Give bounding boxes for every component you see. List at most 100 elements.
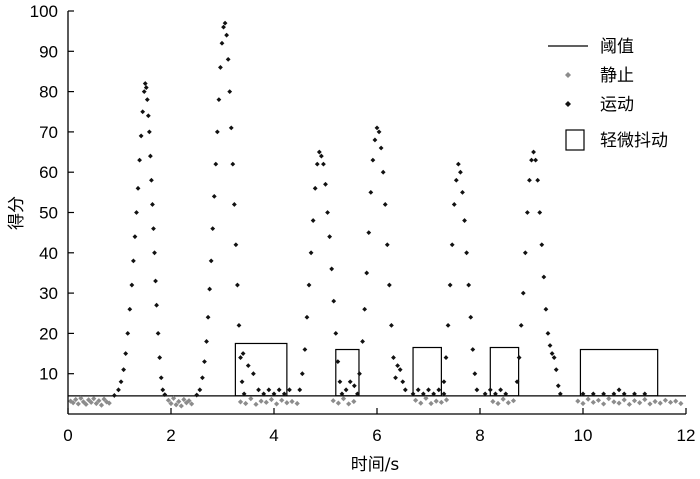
motion-point <box>325 210 330 215</box>
static-point <box>642 396 648 403</box>
static-point <box>78 395 84 401</box>
motion-point <box>555 383 561 389</box>
motion-point <box>153 278 158 284</box>
static-point <box>575 398 581 404</box>
motion-point <box>134 210 139 215</box>
motion-point <box>487 387 493 393</box>
y-ticks: 10 20 30 40 50 60 70 80 90 100 <box>30 2 74 384</box>
motion-point <box>231 202 237 207</box>
motion-point <box>498 387 503 393</box>
static-point <box>673 398 679 404</box>
motion-point <box>142 81 148 86</box>
motion-point <box>329 266 335 272</box>
static-series <box>67 395 684 409</box>
static-point <box>616 400 622 406</box>
motion-point <box>549 351 555 356</box>
static-point <box>580 400 586 407</box>
motion-point <box>306 282 312 288</box>
x-tick-label: 0 <box>63 426 72 445</box>
x-tick-label: 12 <box>677 426 696 445</box>
motion-point <box>144 97 150 103</box>
motion-point <box>318 153 324 159</box>
motion-point <box>321 161 326 167</box>
y-tick-label: 40 <box>39 244 58 263</box>
motion-point <box>312 185 318 191</box>
static-point <box>101 396 107 402</box>
motion-point <box>204 339 209 344</box>
motion-point <box>132 234 138 240</box>
motion-point <box>366 230 372 236</box>
motion-point <box>333 331 339 336</box>
y-axis-title: 得分 <box>7 196 27 230</box>
static-point <box>165 397 172 403</box>
motion-point <box>245 363 251 369</box>
y-tick-label: 60 <box>39 163 58 182</box>
motion-point <box>214 129 220 135</box>
motion-point <box>370 157 376 163</box>
motion-point <box>535 177 541 183</box>
motion-point <box>154 302 159 308</box>
static-point <box>237 399 244 405</box>
motion-point <box>162 392 168 398</box>
motion-point <box>460 189 465 195</box>
motion-point <box>343 387 349 393</box>
motion-point <box>227 89 233 94</box>
x-ticks: 0 2 4 6 8 10 12 <box>63 408 695 445</box>
static-point <box>667 399 674 405</box>
motion-point <box>551 355 557 360</box>
motion-point <box>143 85 149 90</box>
motion-point <box>547 343 553 348</box>
motion-point <box>276 387 282 393</box>
motion-point <box>368 189 374 195</box>
x-tick-label: 2 <box>166 426 175 445</box>
motion-point <box>148 153 153 159</box>
motion-point <box>127 306 133 312</box>
motion-point <box>441 379 447 385</box>
legend: 阈值 静止 运动 轻微抖动 <box>548 37 668 151</box>
motion-point <box>531 149 536 155</box>
motion-point <box>445 322 451 328</box>
motion-point <box>537 210 543 215</box>
motion-point <box>410 391 416 397</box>
motion-point <box>426 387 431 393</box>
static-point <box>273 401 280 407</box>
static-point <box>505 400 511 406</box>
motion-point <box>310 218 316 223</box>
motion-point <box>239 379 245 385</box>
motion-point <box>235 282 240 288</box>
motion-point <box>299 371 305 377</box>
motion-point <box>297 387 303 393</box>
static-point <box>647 401 653 407</box>
static-point <box>186 398 192 404</box>
static-point <box>335 400 341 406</box>
motion-point <box>210 226 216 232</box>
motion-point <box>389 322 394 328</box>
static-point <box>443 397 450 403</box>
motion-point <box>380 169 386 175</box>
static-point <box>585 396 591 402</box>
motion-point <box>529 157 534 163</box>
static-point <box>253 401 259 407</box>
motion-point <box>541 274 547 280</box>
motion-point <box>458 169 463 175</box>
static-point <box>652 398 658 405</box>
static-point <box>428 400 434 407</box>
static-point <box>88 399 94 405</box>
motion-point <box>470 347 476 352</box>
motion-point <box>360 339 365 344</box>
static-point <box>340 396 347 402</box>
motion-point <box>431 391 437 397</box>
motion-point <box>374 125 380 131</box>
motion-point <box>211 193 217 199</box>
motion-point <box>256 387 261 393</box>
motion-point <box>533 157 539 163</box>
motion-point <box>451 202 457 207</box>
motion-point <box>527 177 532 183</box>
motion-point <box>149 177 154 183</box>
static-point <box>243 400 249 407</box>
motion-point <box>351 383 357 389</box>
motion-point <box>468 314 474 320</box>
motion-point <box>493 391 498 397</box>
